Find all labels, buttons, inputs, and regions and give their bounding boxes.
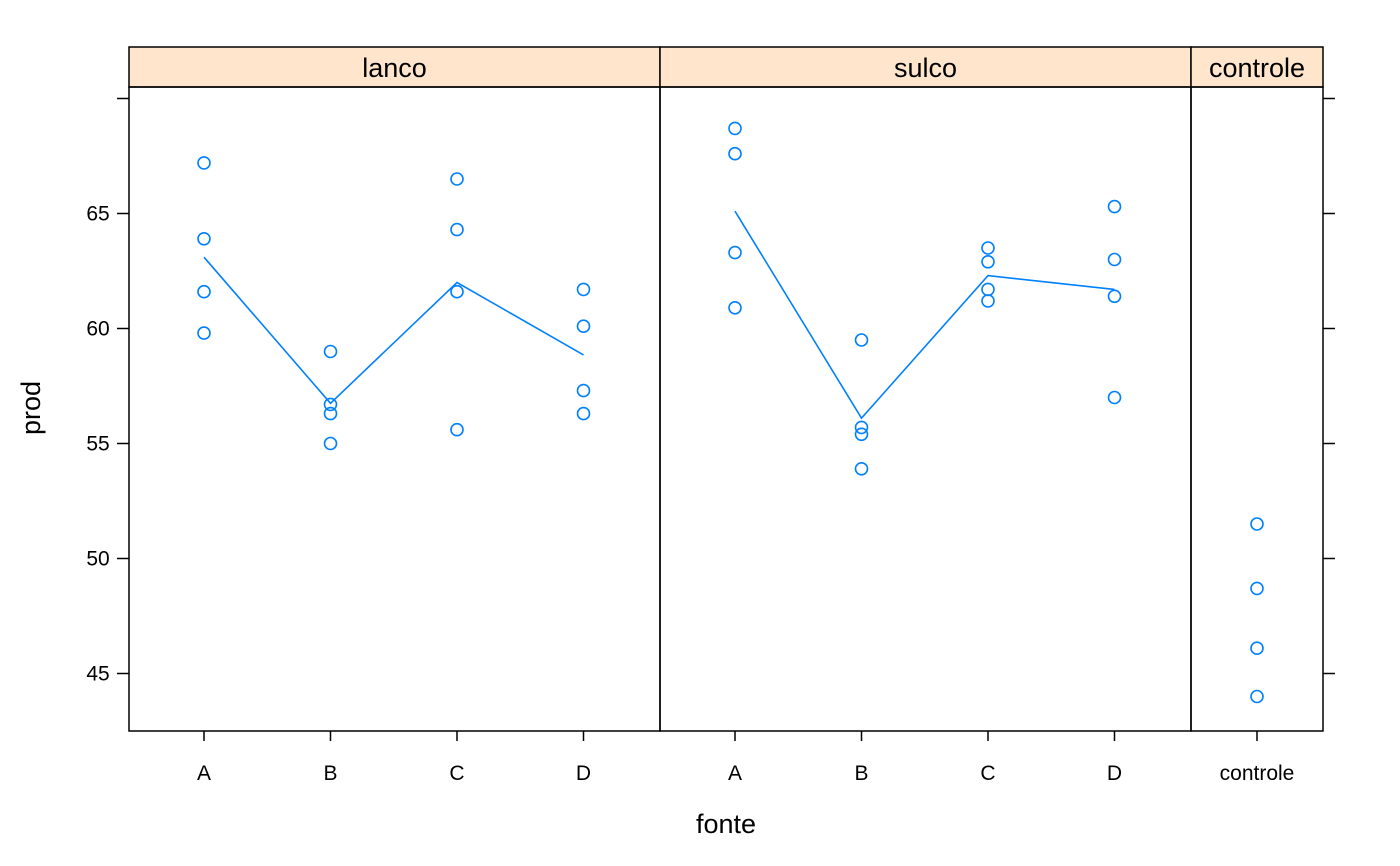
data-point-sulco-6 — [854, 427, 869, 442]
data-point-lanco-2 — [197, 284, 211, 299]
x-tick-label-sulco-C: C — [980, 762, 995, 785]
data-point-lanco-11 — [450, 422, 464, 437]
panel-controle — [1190, 86, 1324, 732]
data-point-lanco-10 — [450, 284, 464, 299]
x-tick-label-sulco-A: A — [728, 762, 742, 785]
data-point-sulco-13 — [1107, 252, 1122, 267]
data-point-sulco-7 — [854, 461, 869, 476]
data-point-sulco-4 — [854, 333, 869, 347]
data-point-sulco-14 — [1107, 289, 1122, 304]
data-point-sulco-0 — [728, 121, 742, 136]
data-point-lanco-9 — [450, 222, 464, 237]
data-point-sulco-5 — [854, 420, 869, 435]
data-point-sulco-2 — [728, 245, 742, 260]
data-point-sulco-15 — [1107, 390, 1122, 405]
x-tick-label-sulco-B: B — [854, 762, 868, 785]
x-tick-label-lanco-B: B — [323, 762, 337, 785]
data-point-lanco-6 — [323, 406, 338, 421]
strip-sulco — [659, 46, 1192, 88]
y-tick-label-55: 55 — [86, 433, 109, 456]
panel-strips: lanco sulco controle — [128, 46, 1324, 88]
strip-lanco — [128, 46, 661, 88]
data-point-sulco-8 — [981, 241, 995, 255]
x-tick-label-controle-controle: controle — [1220, 762, 1295, 785]
y-tick-label-45: 45 — [86, 663, 109, 686]
strip-label-controle: controle — [1209, 53, 1305, 83]
data-point-lanco-13 — [576, 319, 591, 334]
x-tick-label-lanco-A: A — [197, 762, 211, 785]
data-point-sulco-9 — [981, 254, 995, 269]
data-point-lanco-1 — [197, 232, 211, 246]
data-point-controle-1 — [1250, 581, 1264, 596]
data-point-controle-2 — [1250, 641, 1264, 656]
data-point-lanco-0 — [197, 156, 211, 170]
data-point-sulco-11 — [981, 294, 995, 308]
strip-label-lanco: lanco — [362, 53, 427, 83]
panel-sulco — [659, 86, 1192, 732]
data-point-lanco-8 — [450, 172, 464, 186]
x-axis-title: fonte — [696, 809, 756, 839]
data-point-lanco-4 — [323, 344, 338, 359]
data-point-lanco-14 — [576, 383, 591, 398]
mean-line-lanco — [203, 256, 584, 405]
data-point-sulco-1 — [728, 146, 742, 161]
data-point-sulco-10 — [981, 282, 995, 297]
data-point-lanco-3 — [197, 326, 211, 340]
data-point-sulco-3 — [728, 300, 742, 315]
data-point-controle-3 — [1250, 689, 1264, 704]
plot-panels — [128, 86, 1324, 732]
y-tick-label-65: 65 — [86, 203, 109, 226]
y-tick-label-50: 50 — [86, 548, 109, 571]
data-point-lanco-5 — [323, 397, 338, 412]
y-axis-title: prod — [16, 381, 46, 435]
y-tick-label-60: 60 — [86, 318, 109, 341]
x-tick-label-lanco-D: D — [576, 762, 591, 785]
x-tick-label-lanco-C: C — [449, 762, 464, 785]
data-point-controle-0 — [1250, 517, 1264, 531]
x-tick-label-sulco-D: D — [1107, 762, 1122, 785]
data-point-lanco-7 — [323, 436, 338, 451]
data-point-sulco-12 — [1107, 199, 1122, 214]
data-point-lanco-12 — [576, 282, 591, 297]
strip-label-sulco: sulco — [894, 53, 957, 83]
mean-line-sulco — [734, 210, 1115, 420]
data-point-lanco-15 — [576, 406, 591, 421]
